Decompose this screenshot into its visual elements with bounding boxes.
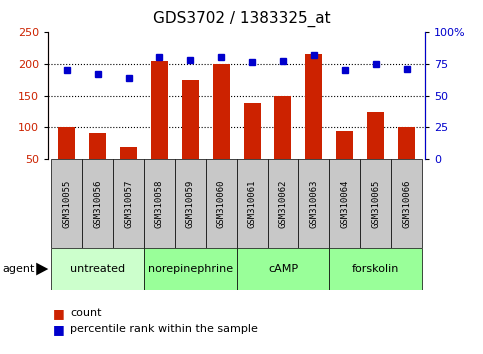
Text: GSM310066: GSM310066 [402, 179, 411, 228]
Text: GDS3702 / 1383325_at: GDS3702 / 1383325_at [153, 11, 330, 27]
Text: ■: ■ [53, 307, 65, 320]
Text: GSM310057: GSM310057 [124, 179, 133, 228]
Bar [237, 159, 268, 248]
Bar [329, 248, 422, 290]
Bar [367, 112, 384, 191]
Text: GSM310063: GSM310063 [310, 179, 318, 228]
Bar [398, 127, 415, 191]
Bar [58, 127, 75, 191]
Bar [336, 131, 353, 191]
Bar [51, 159, 82, 248]
Text: GSM310059: GSM310059 [186, 179, 195, 228]
Bar [113, 159, 144, 248]
Text: GSM310055: GSM310055 [62, 179, 71, 228]
Text: ■: ■ [53, 323, 65, 336]
Bar [360, 159, 391, 248]
Text: agent: agent [2, 264, 35, 274]
Bar [206, 159, 237, 248]
Text: norepinephrine: norepinephrine [148, 264, 233, 274]
Text: untreated: untreated [70, 264, 125, 274]
Bar [298, 159, 329, 248]
Text: percentile rank within the sample: percentile rank within the sample [70, 324, 258, 334]
Bar [144, 248, 237, 290]
Bar [82, 159, 113, 248]
Bar [89, 132, 106, 191]
Text: GSM310061: GSM310061 [248, 179, 256, 228]
Bar [268, 159, 298, 248]
Bar [213, 64, 230, 191]
Bar [237, 248, 329, 290]
Text: GSM310065: GSM310065 [371, 179, 380, 228]
Bar [144, 159, 175, 248]
Text: forskolin: forskolin [352, 264, 399, 274]
Text: GSM310058: GSM310058 [155, 179, 164, 228]
Bar [175, 159, 206, 248]
Bar [243, 103, 261, 191]
Bar [182, 80, 199, 191]
Bar [151, 61, 168, 191]
Polygon shape [36, 263, 48, 275]
Bar [305, 54, 322, 191]
Bar [51, 248, 144, 290]
Bar [120, 147, 137, 191]
Text: GSM310064: GSM310064 [340, 179, 349, 228]
Text: GSM310060: GSM310060 [217, 179, 226, 228]
Bar [274, 96, 291, 191]
Bar [329, 159, 360, 248]
Text: count: count [70, 308, 101, 318]
Bar [391, 159, 422, 248]
Text: GSM310056: GSM310056 [93, 179, 102, 228]
Text: GSM310062: GSM310062 [279, 179, 287, 228]
Text: cAMP: cAMP [268, 264, 298, 274]
